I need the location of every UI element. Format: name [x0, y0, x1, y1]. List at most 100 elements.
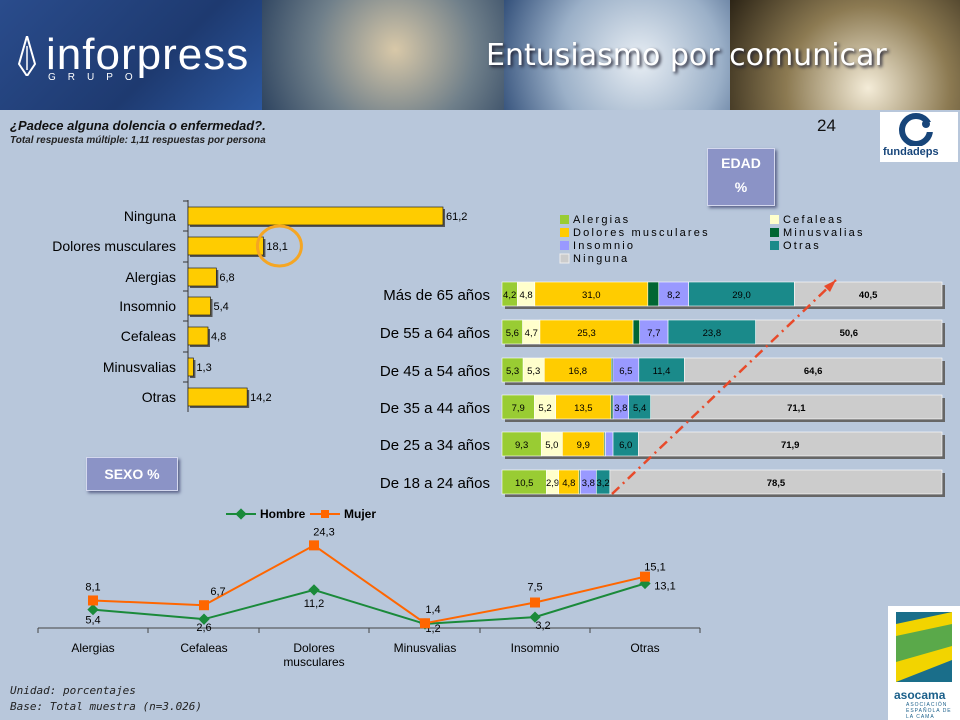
- point-mujer: [199, 600, 209, 611]
- value-label: 1,3: [196, 362, 211, 374]
- segment-value-label: 78,5: [767, 478, 786, 489]
- banner-photo-glass: [504, 0, 730, 110]
- asocama-logo-subtext: ASOCIACIÓN ESPAÑOLA DE LA CAMA: [906, 702, 952, 720]
- segment-value-label: 25,3: [577, 328, 596, 339]
- legend-swatch: [559, 253, 570, 264]
- fundadeps-logo-text: fundadeps: [883, 146, 939, 158]
- sexo-tag: SEXO %: [86, 457, 178, 491]
- stack-segment: [688, 281, 795, 307]
- category-label: Alergias: [125, 269, 176, 285]
- point-mujer: [309, 540, 319, 551]
- point-hombre: [87, 603, 99, 616]
- age-category-label: De 25 a 34 años: [380, 437, 490, 454]
- bar: [187, 326, 209, 346]
- stack-segment: [632, 319, 641, 345]
- segment-value-label: 11,4: [653, 366, 671, 377]
- age-stacked-bar-chart: Alergias Cefaleas Dolores musculares Minusv…: [380, 214, 945, 497]
- stack-segment: [605, 431, 614, 457]
- stack-segment: [612, 431, 639, 457]
- bar: [187, 357, 194, 377]
- stack-segment: [534, 281, 649, 307]
- segment-value-label: 3,8: [614, 403, 627, 414]
- segment-value-label: 16,8: [569, 366, 588, 377]
- x-category-label: Cefaleas: [180, 641, 227, 655]
- trend-arrow-line: [611, 279, 837, 495]
- segment-value-label: 7,9: [512, 403, 525, 414]
- x-category-label: Insomnio: [511, 641, 560, 655]
- pen-nib-icon: [18, 36, 36, 76]
- bar: [187, 206, 444, 226]
- question-title: ¿Padece alguna dolencia o enfermedad?.: [10, 118, 266, 133]
- stack-segment: [555, 394, 612, 420]
- total-bar-chart: Ninguna 61,2 Dolores musculares 18,1 Alergia…: [52, 200, 467, 412]
- edad-tag: EDAD %: [707, 148, 775, 206]
- segment-value-label: 6,5: [619, 366, 632, 377]
- stack-segment: [610, 394, 614, 420]
- segment-value-label: 5,3: [506, 366, 519, 377]
- segment-value-label: 13,5: [574, 403, 593, 414]
- segment-value-label: 5,4: [633, 403, 646, 414]
- segment-value-label: 71,9: [781, 440, 800, 451]
- asocama-emblem-icon: [896, 612, 952, 682]
- point-mujer: [88, 595, 98, 606]
- series-line-mujer: [92, 544, 646, 625]
- x-category-label: Otras: [630, 641, 659, 655]
- segment-value-label: 50,6: [840, 328, 859, 339]
- segment-value-label: 3,8: [582, 478, 595, 489]
- point-value-label: 2,6: [196, 622, 211, 634]
- value-label: 4,8: [211, 331, 226, 343]
- legend-swatch: [560, 215, 569, 224]
- legend-label: Minusvalias: [783, 227, 865, 239]
- inforpress-logo-sub: GRUPO: [48, 72, 145, 83]
- point-value-label: 1,4: [425, 604, 440, 616]
- segment-value-label: 4,8: [519, 290, 532, 301]
- bar: [187, 387, 248, 407]
- segment-value-label: 31,0: [582, 290, 601, 301]
- category-label: Otras: [142, 389, 176, 405]
- stack-segment: [639, 319, 669, 345]
- stack-segment: [667, 319, 756, 345]
- age-category-label: De 45 a 54 años: [380, 363, 490, 380]
- asocama-logo: asocama ASOCIACIÓN ESPAÑOLA DE LA CAMA: [888, 606, 960, 720]
- fundadeps-logo: fundadeps: [880, 112, 958, 162]
- legend-swatch: [770, 228, 779, 237]
- point-hombre: [308, 584, 320, 596]
- age-category-label: Más de 65 años: [383, 287, 490, 304]
- segment-value-label: 29,0: [732, 290, 751, 301]
- segment-value-label: 5,6: [506, 328, 519, 339]
- banner-panel-logo: [0, 0, 262, 110]
- gender-line-chart: Hombre Mujer Alergias Cefaleas Doloresmuscul…: [37, 507, 701, 669]
- segment-value-label: 10,5: [515, 478, 534, 489]
- stack-segment: [647, 281, 660, 307]
- segment-value-label: 40,5: [859, 290, 878, 301]
- legend-swatch: [560, 241, 569, 250]
- edad-tag-percent: %: [734, 179, 748, 195]
- point-value-label: 11,2: [304, 598, 325, 610]
- point-value-label: 13,1: [654, 580, 675, 592]
- segment-value-label: 7,7: [647, 328, 660, 339]
- segment-value-label: 64,6: [804, 366, 823, 377]
- footer-unit: Unidad: porcentajes: [10, 684, 136, 697]
- x-category-label: Minusvalias: [394, 641, 457, 655]
- bar: [187, 296, 211, 316]
- legend-marker-mujer: [321, 510, 329, 518]
- segment-value-label: 3,2: [597, 478, 610, 489]
- segment-value-label: 9,3: [515, 440, 528, 451]
- segment-value-label: 6,0: [619, 440, 632, 451]
- category-label: Minusvalias: [103, 359, 176, 375]
- segment-value-label: 5,0: [545, 440, 558, 451]
- legend-label: Ninguna: [573, 253, 629, 265]
- stack-segment: [755, 319, 943, 345]
- inforpress-logo: inforpress: [46, 30, 250, 79]
- legend-label: Dolores musculares: [573, 227, 710, 239]
- stack-segment: [501, 394, 535, 420]
- legend-swatch: [560, 228, 569, 237]
- legend-label-hombre: Hombre: [260, 507, 306, 521]
- category-label: Insomnio: [119, 298, 176, 314]
- point-value-label: 7,5: [527, 582, 542, 594]
- stack-segment: [539, 319, 634, 345]
- point-value-label: 3,2: [535, 620, 550, 632]
- legend-swatch: [770, 241, 779, 250]
- segment-value-label: 5,2: [538, 403, 551, 414]
